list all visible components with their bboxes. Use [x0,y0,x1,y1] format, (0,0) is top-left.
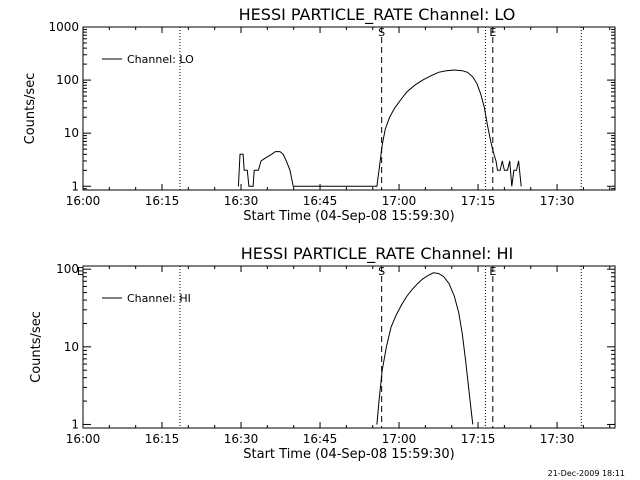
x-tick-label: 17:15 [461,194,496,208]
chart-panel-hi: HESSI PARTICLE_RATE Channel: HI 16:00 16:1… [29,244,616,462]
x-tick-label: 17:15 [461,432,496,446]
x-tick-label: 16:30 [224,432,259,446]
legend-label: Channel: HI [127,292,191,305]
plot-frame [82,26,616,191]
event-marker-label: E [489,265,496,278]
y-tick-label: 1 [71,179,79,193]
y-tick-label: 10 [64,340,79,354]
y-tick-label: 1 [71,417,79,431]
x-tick-label: 16:00 [66,194,101,208]
x-tick-label: 16:45 [303,194,338,208]
x-tick-label: 17:30 [540,194,575,208]
y-tick-label: 10 [64,126,79,140]
series-line [237,69,522,187]
y-axis-label: Counts/sec [23,73,38,145]
event-marker-label: E [489,26,496,39]
x-tick-label: 16:00 [66,432,101,446]
y-axis-label: Counts/sec [29,311,44,383]
event-marker-label: E [77,265,84,278]
y-tick-label: 100 [56,262,79,276]
x-tick-label: 17:00 [382,432,417,446]
x-tick-label: 17:00 [382,194,417,208]
legend-label: Channel: LO [127,53,194,66]
x-axis-label: Start Time (04-Sep-08 15:59:30) [243,209,454,224]
x-tick-label: 16:15 [145,432,180,446]
y-tick-label: 100 [56,73,79,87]
y-tick-label: 1000 [48,20,79,34]
chart-title: HESSI PARTICLE_RATE Channel: LO [239,5,516,25]
x-tick-label: 17:30 [540,432,575,446]
plot-frame [82,265,616,429]
series-line [376,272,474,425]
event-marker-label: S [378,26,385,39]
event-marker-label: S [378,265,385,278]
timestamp-label: 21-Dec-2009 18:11 [548,469,625,478]
x-tick-label: 16:15 [145,194,180,208]
chart-title: HESSI PARTICLE_RATE Channel: HI [241,244,514,264]
x-tick-label: 16:30 [224,194,259,208]
x-tick-label: 16:45 [303,432,338,446]
x-axis-label: Start Time (04-Sep-08 15:59:30) [243,447,454,462]
chart-panel-lo: HESSI PARTICLE_RATE Channel: LO 16:00 16:1… [23,5,616,224]
